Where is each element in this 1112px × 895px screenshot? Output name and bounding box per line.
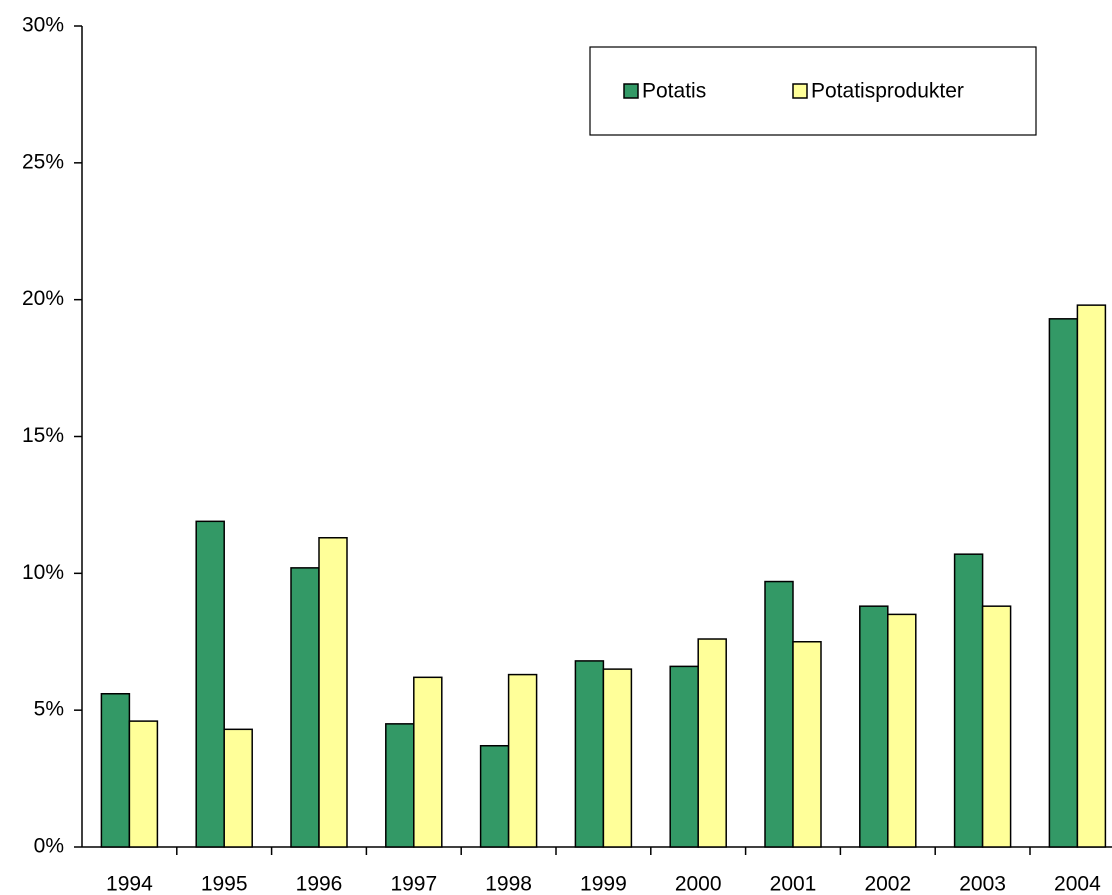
bar bbox=[385, 723, 415, 848]
x-tick-label: 1999 bbox=[580, 873, 627, 895]
y-tick-label: 5% bbox=[34, 698, 64, 721]
bar bbox=[792, 641, 822, 848]
bar bbox=[290, 567, 320, 848]
y-tick-label: 15% bbox=[22, 424, 64, 447]
x-tick-label: 1994 bbox=[106, 873, 153, 895]
y-tick-label: 20% bbox=[22, 287, 64, 310]
bar bbox=[100, 692, 131, 848]
bar bbox=[953, 553, 984, 848]
bar bbox=[981, 605, 1012, 848]
legend-swatch bbox=[623, 83, 639, 99]
bar bbox=[223, 728, 253, 848]
x-tick-label: 1996 bbox=[296, 873, 343, 895]
bar bbox=[318, 537, 348, 848]
bar bbox=[1076, 304, 1107, 848]
bar bbox=[574, 660, 605, 848]
legend-label: Potatisprodukter bbox=[811, 80, 964, 103]
x-tick-label: 2002 bbox=[864, 873, 911, 895]
y-tick-label: 30% bbox=[22, 14, 64, 37]
bar bbox=[479, 744, 510, 848]
legend-swatch bbox=[792, 83, 808, 99]
x-tick-label: 1997 bbox=[390, 873, 437, 895]
bar bbox=[507, 673, 538, 848]
bar bbox=[887, 613, 917, 848]
bar bbox=[602, 668, 633, 848]
x-tick-label: 1998 bbox=[485, 873, 532, 895]
x-tick-label: 2000 bbox=[675, 873, 722, 895]
x-tick-label: 2003 bbox=[959, 873, 1006, 895]
y-tick-label: 10% bbox=[22, 561, 64, 584]
bar bbox=[697, 638, 727, 848]
legend-box bbox=[589, 46, 1037, 136]
bar bbox=[195, 520, 225, 848]
legend-label: Potatis bbox=[642, 80, 706, 103]
bar bbox=[859, 605, 889, 848]
bar bbox=[764, 580, 794, 848]
x-tick-label: 2001 bbox=[770, 873, 817, 895]
x-tick-label: 1995 bbox=[201, 873, 248, 895]
bar bbox=[1048, 318, 1079, 848]
bar bbox=[128, 720, 159, 848]
bar bbox=[413, 676, 443, 848]
y-tick-label: 25% bbox=[22, 150, 64, 173]
bar bbox=[669, 665, 699, 848]
y-tick-label: 0% bbox=[34, 835, 64, 858]
x-tick-label: 2004 bbox=[1054, 873, 1101, 895]
